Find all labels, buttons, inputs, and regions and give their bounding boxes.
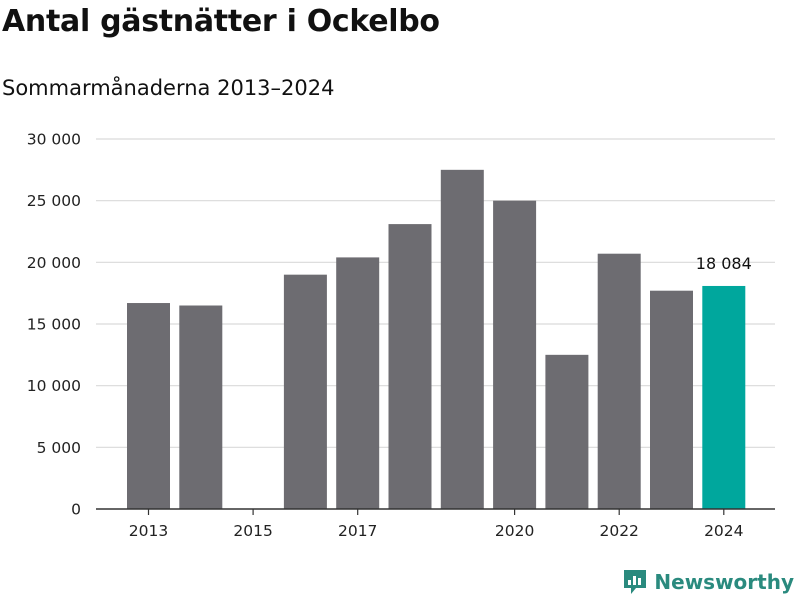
x-tick-label: 2017	[338, 522, 377, 540]
y-tick-label: 20 000	[27, 254, 81, 272]
newsworthy-logo-icon	[624, 570, 647, 594]
bar	[336, 257, 380, 509]
chart-subtitle: Sommarmånaderna 2013–2024	[2, 76, 335, 100]
y-tick-label: 30 000	[27, 131, 81, 149]
x-tick-label: 2024	[704, 522, 743, 540]
x-tick-label: 2020	[495, 522, 534, 540]
data-label: 18 084	[696, 254, 752, 273]
bar	[388, 224, 432, 509]
bar	[597, 253, 641, 509]
x-tick-label: 2013	[129, 522, 168, 540]
y-tick-label: 15 000	[27, 316, 81, 334]
newsworthy-logo: Newsworthy	[622, 568, 794, 596]
bar	[283, 274, 327, 509]
y-tick-label: 0	[71, 501, 81, 519]
y-tick-label: 25 000	[27, 192, 81, 210]
y-tick-label: 10 000	[27, 377, 81, 395]
bar	[545, 354, 589, 509]
bar	[127, 303, 170, 509]
x-tick-label: 2015	[233, 522, 272, 540]
bar	[440, 169, 484, 510]
newsworthy-logo-text: Newsworthy	[654, 570, 794, 594]
bar	[650, 290, 693, 509]
bar	[179, 305, 223, 509]
bar	[702, 285, 746, 509]
bar	[493, 200, 537, 509]
chart-title: Antal gästnätter i Ockelbo	[2, 4, 440, 39]
x-tick-label: 2022	[599, 522, 638, 540]
y-tick-label: 5 000	[37, 439, 81, 457]
